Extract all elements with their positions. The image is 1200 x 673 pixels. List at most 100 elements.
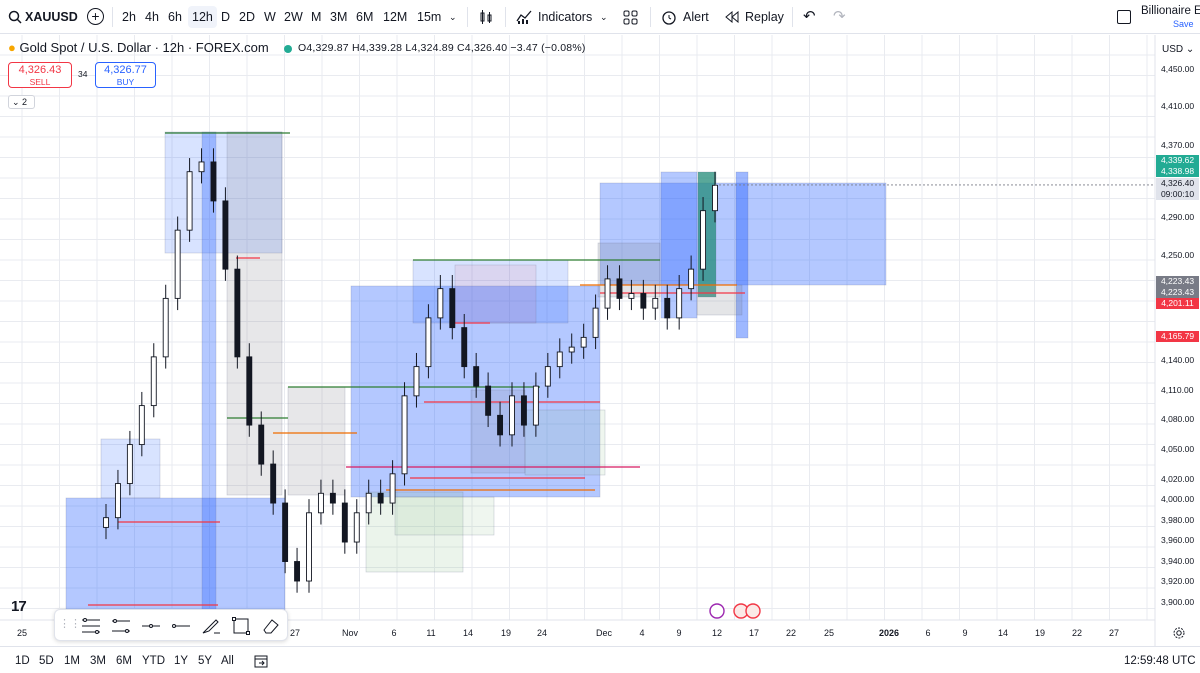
range-5y[interactable]: 5Y xyxy=(198,655,213,667)
currency-selector[interactable]: USD ⌄ xyxy=(1162,44,1195,55)
candle-body xyxy=(114,483,121,519)
brush-icon[interactable] xyxy=(201,617,221,635)
candle-body xyxy=(473,366,480,387)
goto-date-icon[interactable] xyxy=(253,653,269,669)
zone-rectangle xyxy=(696,284,743,316)
alert-button[interactable]: Alert xyxy=(683,10,709,24)
price-tick: 4,410.00 xyxy=(1161,101,1195,111)
settings-gear-icon[interactable] xyxy=(1172,626,1186,640)
buy-label: BUY xyxy=(116,77,135,87)
buy-button[interactable]: 4,326.77 BUY xyxy=(95,62,156,88)
rectangle-icon[interactable] xyxy=(231,617,251,635)
candle-body xyxy=(294,561,301,582)
price-tick: 4,140.00 xyxy=(1161,355,1195,365)
candle-body xyxy=(544,366,551,387)
candle-body xyxy=(616,278,623,299)
replay-button[interactable]: Replay xyxy=(745,10,784,24)
range-all[interactable]: All xyxy=(221,655,234,667)
candle-body xyxy=(700,210,707,270)
candle-body xyxy=(246,356,253,426)
candle-body xyxy=(210,161,217,202)
ohlc-values: O4,329.87 H4,339.28 L4,324.89 C4,326.40 … xyxy=(298,42,586,54)
compare-add-icon[interactable]: + xyxy=(87,8,104,25)
time-tick: Nov xyxy=(341,628,359,638)
candle-body xyxy=(520,395,527,426)
timeframe-2w[interactable]: 2W xyxy=(284,10,303,24)
range-3m[interactable]: 3M xyxy=(90,655,106,667)
range-6m[interactable]: 6M xyxy=(116,655,132,667)
chevron-down-icon[interactable]: ⌄ xyxy=(449,12,457,22)
time-tick: 6 xyxy=(391,628,397,638)
candle-body xyxy=(317,492,324,514)
drag-handle-icon[interactable]: ⋮⋮ xyxy=(59,618,81,630)
collapse-indicators-button[interactable]: ⌄ 2 xyxy=(8,95,35,109)
undo-icon[interactable]: ↶ xyxy=(803,8,816,25)
parallel-channel-icon[interactable] xyxy=(111,617,131,635)
replay-icon[interactable] xyxy=(725,11,739,23)
time-tick: 9 xyxy=(962,628,968,638)
timeframe-6m[interactable]: 6M xyxy=(356,10,374,24)
price-tick: 4,290.00 xyxy=(1161,212,1195,222)
timeframe-m[interactable]: M xyxy=(311,10,322,24)
timeframe-3m[interactable]: 3M xyxy=(330,10,348,24)
candle-body xyxy=(103,517,109,528)
candle-body xyxy=(270,463,277,504)
range-1d[interactable]: 1D xyxy=(15,655,30,667)
zone-rectangle xyxy=(365,491,464,573)
price-tick: 3,900.00 xyxy=(1161,597,1195,607)
save-button[interactable]: Save xyxy=(1173,19,1194,29)
range-1m[interactable]: 1M xyxy=(64,655,80,667)
price-badge-last: 4,326.40 xyxy=(1156,178,1199,189)
sell-button[interactable]: 4,326.43 SELL xyxy=(8,62,72,88)
tradingview-logo[interactable]: 17 xyxy=(11,598,27,615)
event-icon xyxy=(709,603,725,619)
timeframe-d[interactable]: D xyxy=(221,10,231,24)
range-ytd[interactable]: YTD xyxy=(142,655,165,667)
range-1y[interactable]: 1Y xyxy=(174,655,189,667)
timeframe-12h[interactable]: 12h xyxy=(188,6,217,28)
candle-body xyxy=(329,492,336,504)
timeframe-w[interactable]: W xyxy=(264,10,276,24)
timeframe-12m[interactable]: 12M xyxy=(383,10,408,24)
price-tick: 4,450.00 xyxy=(1161,64,1195,74)
candle-body xyxy=(628,293,635,299)
time-tick: 6 xyxy=(925,628,931,638)
horizontal-ray-icon[interactable] xyxy=(171,617,191,635)
collapse-count: 2 xyxy=(22,97,28,107)
eraser-icon[interactable] xyxy=(261,617,281,635)
candle-body xyxy=(234,268,241,358)
candle-body xyxy=(652,297,659,309)
fib-retracement-icon[interactable] xyxy=(81,617,101,635)
redo-icon[interactable]: ↷ xyxy=(833,8,846,25)
layout-name[interactable]: Billionaire E xyxy=(1141,5,1200,17)
timeframe-4h[interactable]: 4h xyxy=(145,10,159,24)
price-tick: 4,050.00 xyxy=(1161,444,1195,454)
indicators-button[interactable]: Indicators xyxy=(538,10,593,24)
candles-icon[interactable] xyxy=(478,9,494,25)
symbol-search[interactable]: XAUUSD xyxy=(25,10,78,24)
market-status-dot xyxy=(284,45,292,53)
search-icon[interactable] xyxy=(8,10,22,24)
timeframe-15m[interactable]: 15m xyxy=(417,10,442,24)
close-value: C4,326.40 xyxy=(457,42,508,54)
high-value: H4,339.28 xyxy=(351,42,403,54)
candle-body xyxy=(353,512,360,543)
time-tick: 27 xyxy=(289,628,301,638)
layouts-icon[interactable] xyxy=(623,10,638,25)
chevron-down-icon[interactable]: ⌄ xyxy=(600,12,608,22)
timeframe-2h[interactable]: 2h xyxy=(122,10,136,24)
account-checkbox[interactable] xyxy=(1117,10,1131,24)
timeframe-6h[interactable]: 6h xyxy=(168,10,182,24)
horizontal-line-icon[interactable] xyxy=(141,617,161,635)
price-tick: 3,960.00 xyxy=(1161,535,1195,545)
candle-body xyxy=(509,395,515,436)
alarm-clock-icon[interactable] xyxy=(661,9,677,25)
candle-body xyxy=(282,502,289,562)
divider xyxy=(112,7,113,27)
timeframe-2d[interactable]: 2D xyxy=(239,10,255,24)
price-badge-line: 4,223.43 xyxy=(1156,287,1199,298)
indicators-icon[interactable] xyxy=(516,9,532,25)
time-tick: 19 xyxy=(500,628,512,638)
range-5d[interactable]: 5D xyxy=(39,655,54,667)
price-chart[interactable] xyxy=(0,35,1200,646)
